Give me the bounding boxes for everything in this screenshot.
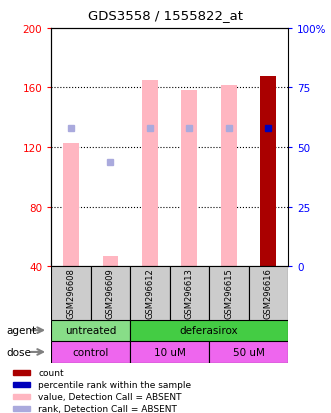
Bar [13, 406, 30, 411]
Bar [260, 76, 276, 266]
Text: value, Detection Call = ABSENT: value, Detection Call = ABSENT [38, 392, 182, 401]
Text: GSM296612: GSM296612 [145, 268, 155, 318]
Text: deferasirox: deferasirox [180, 325, 238, 335]
Text: rank, Detection Call = ABSENT: rank, Detection Call = ABSENT [38, 404, 177, 413]
Bar [13, 394, 30, 399]
Bar [51, 341, 130, 363]
Text: untreated: untreated [65, 325, 117, 335]
Text: GSM296609: GSM296609 [106, 268, 115, 318]
Text: control: control [72, 347, 109, 357]
Text: count: count [38, 368, 64, 377]
Bar [169, 266, 209, 320]
Bar [51, 266, 91, 320]
Bar [63, 143, 79, 266]
Bar [103, 256, 118, 266]
Text: percentile rank within the sample: percentile rank within the sample [38, 380, 192, 389]
Bar [181, 91, 197, 266]
Bar [130, 341, 209, 363]
Text: 10 uM: 10 uM [154, 347, 186, 357]
Text: dose: dose [7, 347, 31, 357]
Bar [91, 266, 130, 320]
Text: GSM296608: GSM296608 [67, 268, 75, 318]
Bar [13, 382, 30, 387]
Bar [130, 320, 288, 341]
Text: GSM296613: GSM296613 [185, 268, 194, 318]
Bar [249, 266, 288, 320]
Bar [142, 81, 158, 266]
Bar [209, 266, 249, 320]
Bar [209, 341, 288, 363]
Text: GSM296616: GSM296616 [264, 268, 273, 318]
Text: agent: agent [7, 325, 37, 335]
Bar [130, 266, 169, 320]
Text: GDS3558 / 1555822_at: GDS3558 / 1555822_at [88, 9, 243, 22]
Text: 50 uM: 50 uM [233, 347, 264, 357]
Bar [51, 320, 130, 341]
Bar [13, 370, 30, 375]
Bar [221, 85, 237, 266]
Text: GSM296615: GSM296615 [224, 268, 233, 318]
